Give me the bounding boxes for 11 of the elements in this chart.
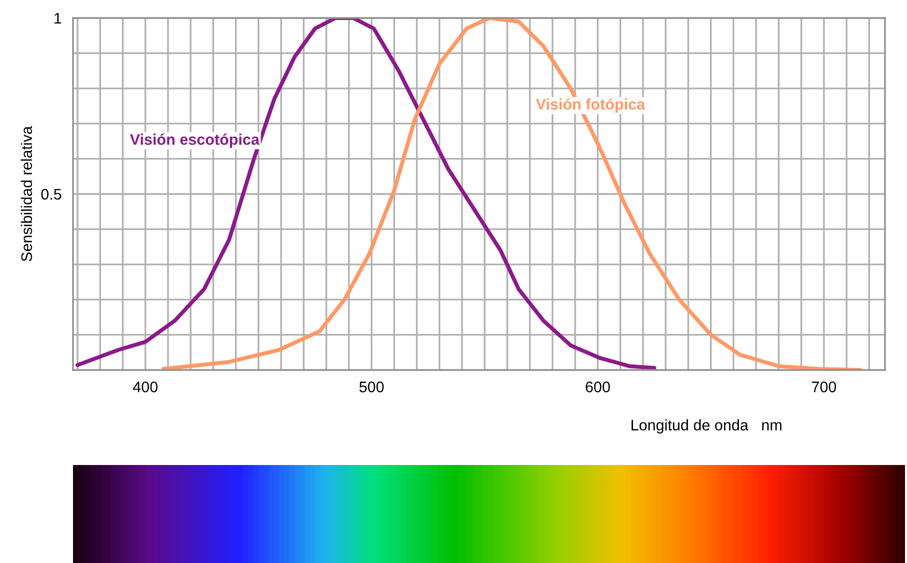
x-tick-label: 700: [812, 382, 836, 392]
y-tick-label: 1: [54, 13, 62, 24]
x-tick-label: 600: [586, 382, 610, 392]
line-series: [76, 18, 656, 370]
y-tick-label: 0.5: [41, 188, 62, 200]
x-tick-label: 400: [132, 382, 158, 392]
y-axis-title: Sensibilidad relativa: [20, 126, 32, 262]
series-label: Visión fotópica: [536, 98, 646, 113]
x-axis-title: Longitud de onda nm: [632, 419, 782, 434]
x-tick-label: 500: [359, 382, 384, 392]
series-label: Visión escotópica: [130, 134, 260, 148]
